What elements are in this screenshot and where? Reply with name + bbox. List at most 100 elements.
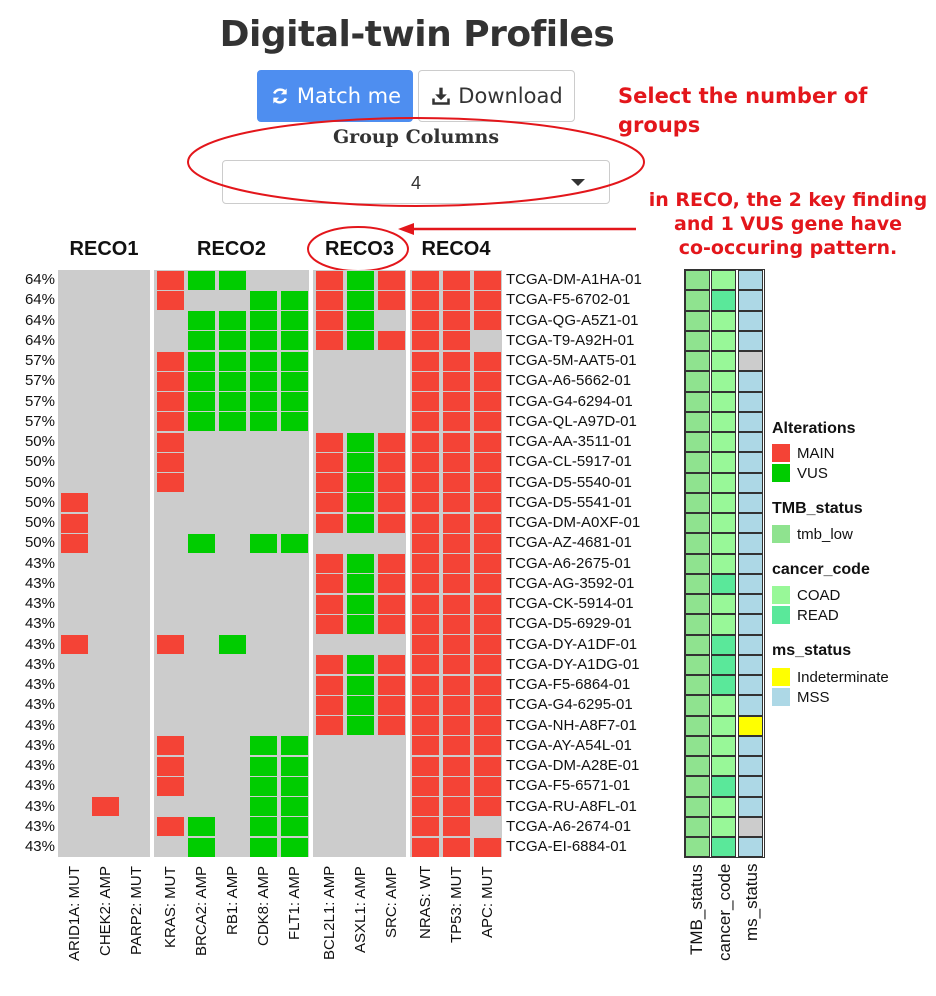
heatmap-cell [157,290,184,310]
heatmap-cell [378,513,405,533]
heatmap-cell [316,311,343,330]
annotation-cell-cancer_code [711,776,736,797]
heatmap-cell [157,756,184,776]
heatmap-cell [188,392,215,411]
annotation-line: co-occuring pattern. [678,237,898,259]
heatmap-cell [443,716,470,735]
heatmap-cell [412,493,439,513]
sample-label: TCGA-D5-5540-01 [506,473,632,491]
heatmap-cell [250,290,277,310]
heatmap-cell [61,493,88,513]
annotation-cell-cancer_code [711,270,736,291]
heatmap-cell [281,756,308,776]
heatmap-cell [281,371,308,391]
sample-label: TCGA-CL-5917-01 [506,453,632,471]
heatmap-cell [443,797,470,816]
heatmap-cell [347,311,374,330]
annotation-cell-cancer_code [711,573,736,594]
legend-item-read: READ [772,605,839,625]
match-me-label: Match me [296,84,402,108]
heatmap-cell [443,695,470,715]
row-percentage: 50% [24,514,55,531]
gene-column-label: KRAS: MUT [162,866,179,948]
row-percentage: 50% [24,453,55,471]
gene-column-label: BCL2L1: AMP [321,865,338,960]
heatmap-cell [250,797,277,816]
annotation-cell-cancer_code [711,614,736,635]
heatmap-cell [281,533,308,553]
sample-label: TCGA-A6-2674-01 [506,817,632,835]
annotation-select-groups: Select the number of groups [618,82,918,140]
heatmap-cell [219,412,246,432]
heatmap-cell [157,635,184,654]
legend-swatch [772,464,790,482]
legend-label: VUS [797,464,828,482]
annotation-cell-ms_status [738,290,763,311]
legend-item-vus: VUS [772,463,828,483]
match-me-button[interactable]: Match me [257,70,413,122]
annotation-cell-ms_status [738,330,763,351]
annotation-cell-tmb_status [685,513,710,534]
annotation-cell-cancer_code [711,695,736,716]
row-percentage: 64% [24,331,55,349]
heatmap-cell [443,614,470,634]
heatmap-cell [316,432,343,452]
row-percentage: 43% [24,554,55,572]
annotation-cell-ms_status [738,472,763,493]
heatmap-cell [474,493,501,513]
annotation-cell-cancer_code [711,411,736,432]
gene-column-label: CDK8: AMP [255,865,272,946]
legend-swatch [772,688,790,706]
group-title-reco2: RECO2 [197,238,266,260]
download-button[interactable]: Download [418,70,575,122]
row-percentage: 43% [24,615,55,633]
heatmap-cell [443,635,470,654]
sample-label: TCGA-CK-5914-01 [506,595,634,612]
heatmap-cell [378,716,405,735]
heatmap-cell [316,493,343,513]
annotation-cell-cancer_code [711,533,736,554]
legend-swatch [772,586,790,604]
heatmap-cell [316,331,343,351]
annotation-column-label: TMB_status [687,864,706,955]
legend-item-coad: COAD [772,585,840,605]
sample-label: TCGA-RU-A8FL-01 [506,797,637,815]
heatmap-cell [412,736,439,756]
annotation-cell-ms_status [738,270,763,291]
heatmap-cell [347,493,374,513]
sample-label: TCGA-D5-6929-01 [506,615,632,633]
heatmap-cell [347,716,374,735]
heatmap-cell [474,655,501,675]
group-panel-reco1 [58,270,150,858]
annotation-cell-ms_status [738,715,763,736]
heatmap-cell [281,290,308,310]
heatmap-cell [474,432,501,452]
annotation-cell-ms_status [738,573,763,594]
annotation-cell-tmb_status [685,837,710,858]
heatmap-cell [443,554,470,573]
group-columns-label: Group Columns [332,126,500,148]
row-percentage: 43% [24,635,55,653]
heatmap-cell [443,675,470,695]
group-columns-select[interactable]: 4 [222,160,610,204]
annotation-cell-ms_status [738,756,763,777]
heatmap-cell [188,371,215,391]
legend-title: TMB_status [772,500,863,517]
annotation-cell-cancer_code [711,371,736,392]
heatmap-cell [316,655,343,675]
annotation-cell-ms_status [738,796,763,817]
heatmap-cell [378,452,405,472]
heatmap-cell [250,736,277,756]
gene-column-label: NRAS: WT [417,865,434,939]
annotation-cell-tmb_status [685,330,710,351]
annotation-cell-cancer_code [711,553,736,574]
legend-label: Indeterminate [797,668,889,686]
row-percentage: 64% [24,291,55,309]
heatmap-cell [281,331,308,351]
heatmap-cell [474,635,501,654]
gene-column-label: FLT1: AMP [286,866,303,940]
select-highlight-ellipse [187,117,645,207]
heatmap-cell [412,533,439,553]
heatmap-cell [250,331,277,351]
heatmap-cell [474,695,501,715]
